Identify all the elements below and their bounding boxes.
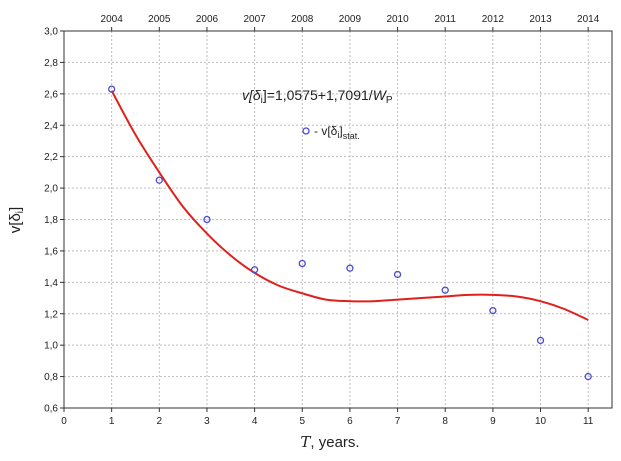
x-tick-label: 4 <box>252 416 258 427</box>
data-point <box>250 266 259 274</box>
x-tick-label: 6 <box>347 416 353 427</box>
top-tick-label: 2007 <box>243 14 266 25</box>
y-tick-label: 2,4 <box>44 121 58 132</box>
plot-frame <box>63 30 613 409</box>
top-tick-label: 2012 <box>482 14 505 25</box>
x-tick-label: 11 <box>583 416 594 427</box>
data-point <box>393 270 402 279</box>
top-tick-label: 2006 <box>196 14 219 25</box>
equation-lhs: v[δ <box>242 87 261 103</box>
x-tick-label: 9 <box>490 416 496 427</box>
x-tick-label: 1 <box>109 416 115 427</box>
x-tick-label: 3 <box>204 416 210 427</box>
y-tick-labels: 0,6 0,8 1,0 1,2 1,4 1,6 1,8 2,0 2,2 2,4 2,6 2,8 3,0 <box>44 27 64 415</box>
y-tick-label: 3,0 <box>44 27 58 38</box>
data-point <box>489 306 497 315</box>
x-axis-title: T, years. <box>300 433 359 451</box>
equation-variable: W <box>373 87 388 103</box>
trend-equation: v[δi]=1,0575+1,7091/WP <box>242 87 393 106</box>
y-tick-label: 2,0 <box>44 184 58 195</box>
top-tick-label: 2005 <box>148 14 171 25</box>
x-axis-unit: , years. <box>310 434 359 451</box>
y-axis-subscript: i <box>15 211 26 213</box>
x-tick-label: 8 <box>442 416 448 427</box>
y-tick-label: 1,0 <box>44 341 58 352</box>
y-axis-close: ] <box>7 207 24 211</box>
data-point <box>203 215 211 224</box>
data-points <box>108 85 592 381</box>
y-tick-label: 2,8 <box>44 58 58 69</box>
legend-subscript-2: stat. <box>343 131 360 141</box>
top-tick-label: 2004 <box>101 14 124 25</box>
equation-variable-subscript: P <box>386 95 393 106</box>
top-tick-label: 2013 <box>529 14 552 25</box>
x-tick-label: 10 <box>535 416 547 427</box>
y-tick-label: 1,6 <box>44 246 58 257</box>
legend-prefix: - v[δ <box>314 124 338 138</box>
y-axis-title: v[δi] <box>7 207 26 233</box>
equation-middle: ]=1,0575+1,7091/ <box>263 87 373 103</box>
grid <box>64 31 612 408</box>
data-point <box>441 286 449 294</box>
y-tick-label: 2,6 <box>44 89 58 100</box>
top-tick-label: 2014 <box>577 14 600 25</box>
data-point <box>346 264 354 272</box>
top-tick-label: 2009 <box>339 14 362 25</box>
y-tick-label: 1,8 <box>44 215 58 226</box>
data-point <box>108 85 116 93</box>
data-point <box>584 372 592 381</box>
x-axis-symbol: T <box>300 433 311 451</box>
x-tick-label: 2 <box>157 416 163 427</box>
legend-marker <box>302 127 310 135</box>
y-tick-label: 2,2 <box>44 152 58 163</box>
x-tick-label: 7 <box>395 416 401 427</box>
legend-close: ] <box>339 124 342 138</box>
top-tick-label: 2008 <box>291 14 314 25</box>
y-tick-label: 1,4 <box>44 278 58 289</box>
top-tick-label: 2011 <box>434 14 456 25</box>
equation-lhs-subscript: i <box>261 95 263 106</box>
trend-curve <box>110 90 589 321</box>
legend-subscript-1: i <box>337 130 339 140</box>
x-tick-label: 5 <box>299 416 305 427</box>
y-axis-base: v[δ <box>7 213 24 233</box>
data-point <box>155 176 163 184</box>
data-point <box>298 259 306 268</box>
data-point <box>536 336 545 345</box>
y-tick-label: 0,6 <box>44 404 58 415</box>
x-tick-label: 0 <box>61 416 67 427</box>
y-tick-label: 1,2 <box>44 309 58 320</box>
x-tick-labels: 0 1 2 3 4 5 6 7 8 9 10 11 <box>61 408 594 427</box>
legend-label: - v[δi]stat. <box>314 124 360 141</box>
y-tick-label: 0,8 <box>44 372 58 383</box>
top-tick-label: 2010 <box>386 14 409 25</box>
top-tick-labels: 2004 2005 2006 2007 2008 2009 2010 2011 2012 2013… <box>101 14 600 31</box>
